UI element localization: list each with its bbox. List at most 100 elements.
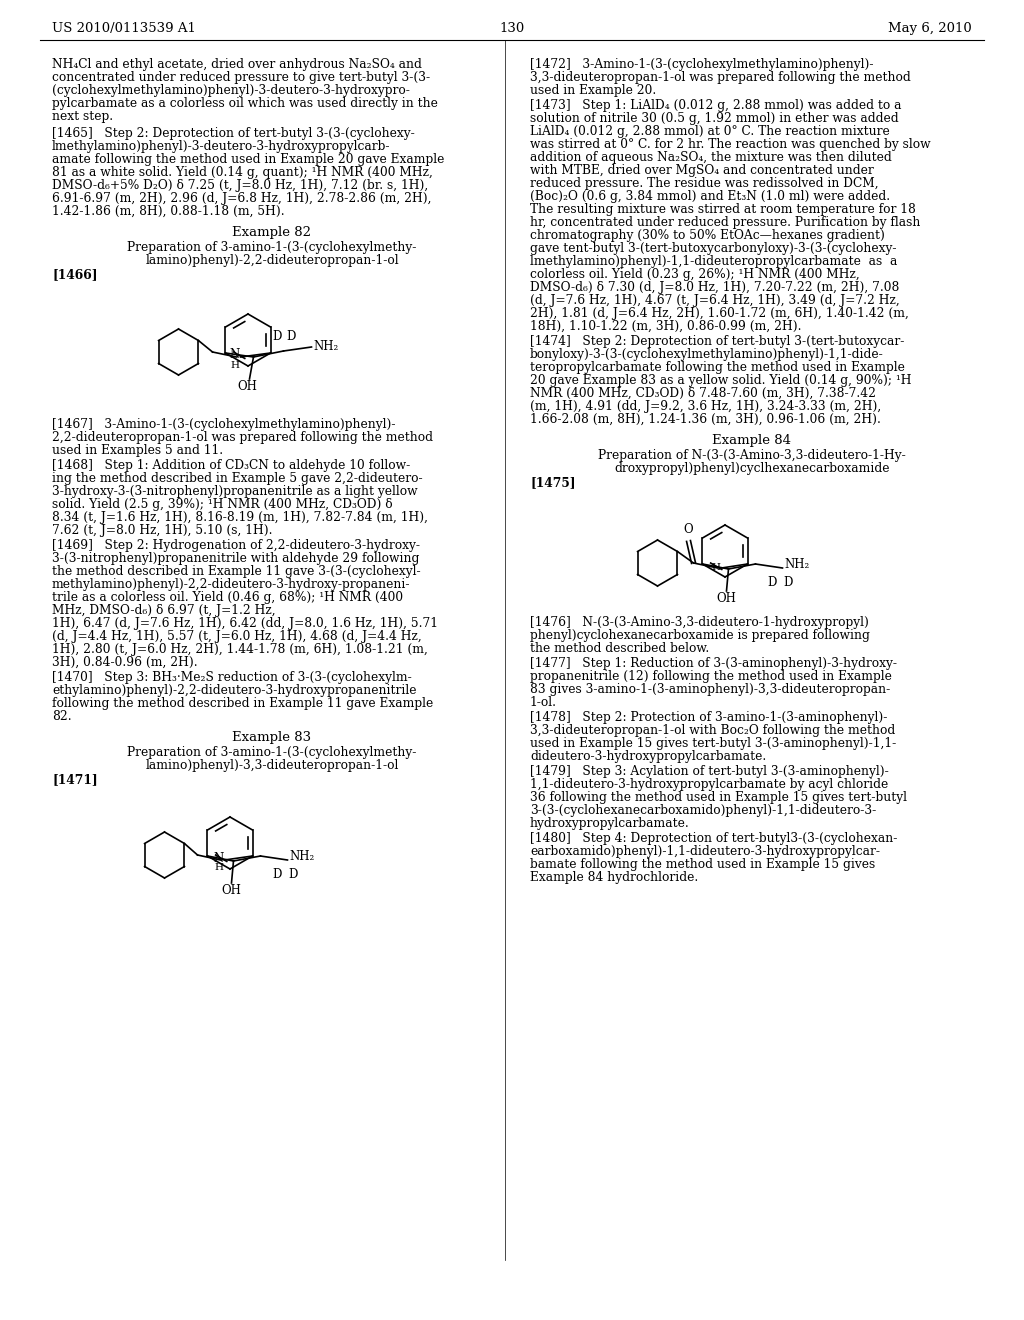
Text: (d, J=7.6 Hz, 1H), 4.67 (t, J=6.4 Hz, 1H), 3.49 (d, J=7.2 Hz,: (d, J=7.6 Hz, 1H), 4.67 (t, J=6.4 Hz, 1H… <box>530 294 900 308</box>
Text: the method described below.: the method described below. <box>530 642 710 655</box>
Text: Example 84: Example 84 <box>713 434 792 447</box>
Text: (Boc)₂O (0.6 g, 3.84 mmol) and Et₃N (1.0 ml) were added.: (Boc)₂O (0.6 g, 3.84 mmol) and Et₃N (1.0… <box>530 190 890 203</box>
Text: pylcarbamate as a colorless oil which was used directly in the: pylcarbamate as a colorless oil which wa… <box>52 96 438 110</box>
Text: Preparation of 3-amino-1-(3-(cyclohexylmethy-: Preparation of 3-amino-1-(3-(cyclohexylm… <box>127 242 417 253</box>
Text: 130: 130 <box>500 22 524 36</box>
Text: ing the method described in Example 5 gave 2,2-dideutero-: ing the method described in Example 5 ga… <box>52 473 423 484</box>
Text: D: D <box>272 867 283 880</box>
Text: lamino)phenyl)-3,3-dideuteropropan-1-ol: lamino)phenyl)-3,3-dideuteropropan-1-ol <box>145 759 398 772</box>
Text: dideutero-3-hydroxypropylcarbamate.: dideutero-3-hydroxypropylcarbamate. <box>530 750 766 763</box>
Text: [1477]   Step 1: Reduction of 3-(3-aminophenyl)-3-hydroxy-: [1477] Step 1: Reduction of 3-(3-aminoph… <box>530 657 897 671</box>
Text: following the method described in Example 11 gave Example: following the method described in Exampl… <box>52 697 433 710</box>
Text: phenyl)cyclohexanecarboxamide is prepared following: phenyl)cyclohexanecarboxamide is prepare… <box>530 630 869 642</box>
Text: US 2010/0113539 A1: US 2010/0113539 A1 <box>52 22 196 36</box>
Text: [1476]   N-(3-(3-Amino-3,3-dideutero-1-hydroxypropyl): [1476] N-(3-(3-Amino-3,3-dideutero-1-hyd… <box>530 616 869 630</box>
Text: 1.42-1.86 (m, 8H), 0.88-1.18 (m, 5H).: 1.42-1.86 (m, 8H), 0.88-1.18 (m, 5H). <box>52 205 285 218</box>
Text: D: D <box>289 867 298 880</box>
Text: 1,1-dideutero-3-hydroxypropylcarbamate by acyl chloride: 1,1-dideutero-3-hydroxypropylcarbamate b… <box>530 777 888 791</box>
Text: chromatography (30% to 50% EtOAc—hexanes gradient): chromatography (30% to 50% EtOAc—hexanes… <box>530 228 885 242</box>
Text: [1469]   Step 2: Hydrogenation of 2,2-dideutero-3-hydroxy-: [1469] Step 2: Hydrogenation of 2,2-dide… <box>52 539 420 552</box>
Text: 1.66-2.08 (m, 8H), 1.24-1.36 (m, 3H), 0.96-1.06 (m, 2H).: 1.66-2.08 (m, 8H), 1.24-1.36 (m, 3H), 0.… <box>530 413 881 426</box>
Text: bamate following the method used in Example 15 gives: bamate following the method used in Exam… <box>530 858 876 871</box>
Text: 82.: 82. <box>52 710 72 723</box>
Text: reduced pressure. The residue was redissolved in DCM,: reduced pressure. The residue was rediss… <box>530 177 879 190</box>
Text: 83 gives 3-amino-1-(3-aminophenyl)-3,3-dideuteropropan-: 83 gives 3-amino-1-(3-aminophenyl)-3,3-d… <box>530 682 890 696</box>
Text: Preparation of 3-amino-1-(3-(cyclohexylmethy-: Preparation of 3-amino-1-(3-(cyclohexylm… <box>127 746 417 759</box>
Text: NH₂: NH₂ <box>313 339 339 352</box>
Text: 3-hydroxy-3-(3-nitrophenyl)propanenitrile as a light yellow: 3-hydroxy-3-(3-nitrophenyl)propanenitril… <box>52 484 418 498</box>
Text: (d, J=4.4 Hz, 1H), 5.57 (t, J=6.0 Hz, 1H), 4.68 (d, J=4.4 Hz,: (d, J=4.4 Hz, 1H), 5.57 (t, J=6.0 Hz, 1H… <box>52 630 422 643</box>
Text: Example 82: Example 82 <box>232 226 311 239</box>
Text: 3H), 0.84-0.96 (m, 2H).: 3H), 0.84-0.96 (m, 2H). <box>52 656 198 669</box>
Text: with MTBE, dried over MgSO₄ and concentrated under: with MTBE, dried over MgSO₄ and concentr… <box>530 164 873 177</box>
Text: teropropylcarbamate following the method used in Example: teropropylcarbamate following the method… <box>530 360 905 374</box>
Text: Example 84 hydrochloride.: Example 84 hydrochloride. <box>530 871 698 884</box>
Text: used in Examples 5 and 11.: used in Examples 5 and 11. <box>52 444 223 457</box>
Text: 81 as a white solid. Yield (0.14 g, quant); ¹H NMR (400 MHz,: 81 as a white solid. Yield (0.14 g, quan… <box>52 166 433 180</box>
Text: OH: OH <box>238 380 257 392</box>
Text: [1474]   Step 2: Deprotection of tert-butyl 3-(tert-butoxycar-: [1474] Step 2: Deprotection of tert-buty… <box>530 335 904 348</box>
Text: lmethylamino)phenyl)-3-deutero-3-hydroxypropylcarb-: lmethylamino)phenyl)-3-deutero-3-hydroxy… <box>52 140 390 153</box>
Text: the method described in Example 11 gave 3-(3-(cyclohexyl-: the method described in Example 11 gave … <box>52 565 421 578</box>
Text: [1479]   Step 3: Acylation of tert-butyl 3-(3-aminophenyl)-: [1479] Step 3: Acylation of tert-butyl 3… <box>530 766 889 777</box>
Text: [1466]: [1466] <box>52 268 97 281</box>
Text: H: H <box>214 863 223 873</box>
Text: bonyloxy)-3-(3-(cyclohexylmethylamino)phenyl)-1,1-dide-: bonyloxy)-3-(3-(cyclohexylmethylamino)ph… <box>530 348 884 360</box>
Text: 1H), 6.47 (d, J=7.6 Hz, 1H), 6.42 (dd, J=8.0, 1.6 Hz, 1H), 5.71: 1H), 6.47 (d, J=7.6 Hz, 1H), 6.42 (dd, J… <box>52 616 438 630</box>
Text: [1471]: [1471] <box>52 774 97 785</box>
Text: [1467]   3-Amino-1-(3-(cyclohexylmethylamino)phenyl)-: [1467] 3-Amino-1-(3-(cyclohexylmethylami… <box>52 418 395 432</box>
Text: H: H <box>712 562 721 572</box>
Text: trile as a colorless oil. Yield (0.46 g, 68%); ¹H NMR (400: trile as a colorless oil. Yield (0.46 g,… <box>52 591 403 605</box>
Text: (m, 1H), 4.91 (dd, J=9.2, 3.6 Hz, 1H), 3.24-3.33 (m, 2H),: (m, 1H), 4.91 (dd, J=9.2, 3.6 Hz, 1H), 3… <box>530 400 882 413</box>
Text: D: D <box>768 576 777 589</box>
Text: D: D <box>272 330 283 343</box>
Text: NH₂: NH₂ <box>784 558 810 572</box>
Text: NMR (400 MHz, CD₃OD) δ 7.48-7.60 (m, 3H), 7.38-7.42: NMR (400 MHz, CD₃OD) δ 7.48-7.60 (m, 3H)… <box>530 387 876 400</box>
Text: [1480]   Step 4: Deprotection of tert-butyl3-(3-(cyclohexan-: [1480] Step 4: Deprotection of tert-buty… <box>530 832 897 845</box>
Text: solution of nitrile 30 (0.5 g, 1.92 mmol) in ether was added: solution of nitrile 30 (0.5 g, 1.92 mmol… <box>530 112 899 125</box>
Text: 3,3-dideuteropropan-1-ol was prepared following the method: 3,3-dideuteropropan-1-ol was prepared fo… <box>530 71 910 84</box>
Text: used in Example 15 gives tert-butyl 3-(3-aminophenyl)-1,1-: used in Example 15 gives tert-butyl 3-(3… <box>530 737 896 750</box>
Text: OH: OH <box>717 591 736 605</box>
Text: May 6, 2010: May 6, 2010 <box>888 22 972 36</box>
Text: lmethylamino)phenyl)-1,1-dideuteropropylcarbamate  as  a: lmethylamino)phenyl)-1,1-dideuteropropyl… <box>530 255 897 268</box>
Text: 8.34 (t, J=1.6 Hz, 1H), 8.16-8.19 (m, 1H), 7.82-7.84 (m, 1H),: 8.34 (t, J=1.6 Hz, 1H), 8.16-8.19 (m, 1H… <box>52 511 428 524</box>
Text: 3,3-dideuteropropan-1-ol with Boc₂O following the method: 3,3-dideuteropropan-1-ol with Boc₂O foll… <box>530 723 895 737</box>
Text: 2H), 1.81 (d, J=6.4 Hz, 2H), 1.60-1.72 (m, 6H), 1.40-1.42 (m,: 2H), 1.81 (d, J=6.4 Hz, 2H), 1.60-1.72 (… <box>530 308 909 319</box>
Text: 3-(3-(cyclohexanecarboxamido)phenyl)-1,1-dideutero-3-: 3-(3-(cyclohexanecarboxamido)phenyl)-1,1… <box>530 804 877 817</box>
Text: D: D <box>783 576 794 589</box>
Text: [1465]   Step 2: Deprotection of tert-butyl 3-(3-(cyclohexy-: [1465] Step 2: Deprotection of tert-buty… <box>52 127 415 140</box>
Text: [1468]   Step 1: Addition of CD₃CN to aldehyde 10 follow-: [1468] Step 1: Addition of CD₃CN to alde… <box>52 459 411 473</box>
Text: MHz, DMSO-d₆) δ 6.97 (t, J=1.2 Hz,: MHz, DMSO-d₆) δ 6.97 (t, J=1.2 Hz, <box>52 605 275 616</box>
Text: was stirred at 0° C. for 2 hr. The reaction was quenched by slow: was stirred at 0° C. for 2 hr. The react… <box>530 139 931 150</box>
Text: concentrated under reduced pressure to give tert-butyl 3-(3-: concentrated under reduced pressure to g… <box>52 71 430 84</box>
Text: D: D <box>287 330 296 343</box>
Text: 18H), 1.10-1.22 (m, 3H), 0.86-0.99 (m, 2H).: 18H), 1.10-1.22 (m, 3H), 0.86-0.99 (m, 2… <box>530 319 802 333</box>
Text: H: H <box>230 360 240 370</box>
Text: earboxamido)phenyl)-1,1-dideutero-3-hydroxypropylcar-: earboxamido)phenyl)-1,1-dideutero-3-hydr… <box>530 845 880 858</box>
Text: 1H), 2.80 (t, J=6.0 Hz, 2H), 1.44-1.78 (m, 6H), 1.08-1.21 (m,: 1H), 2.80 (t, J=6.0 Hz, 2H), 1.44-1.78 (… <box>52 643 428 656</box>
Text: 20 gave Example 83 as a yellow solid. Yield (0.14 g, 90%); ¹H: 20 gave Example 83 as a yellow solid. Yi… <box>530 374 911 387</box>
Text: methylamino)phenyl)-2,2-dideutero-3-hydroxy-propaneni-: methylamino)phenyl)-2,2-dideutero-3-hydr… <box>52 578 411 591</box>
Text: amate following the method used in Example 20 gave Example: amate following the method used in Examp… <box>52 153 444 166</box>
Text: LiAlD₄ (0.012 g, 2.88 mmol) at 0° C. The reaction mixture: LiAlD₄ (0.012 g, 2.88 mmol) at 0° C. The… <box>530 125 890 139</box>
Text: 1-ol.: 1-ol. <box>530 696 557 709</box>
Text: DMSO-d₆+5% D₂O) δ 7.25 (t, J=8.0 Hz, 1H), 7.12 (br. s, 1H),: DMSO-d₆+5% D₂O) δ 7.25 (t, J=8.0 Hz, 1H)… <box>52 180 428 191</box>
Text: Preparation of N-(3-(3-Amino-3,3-dideutero-1-Hy-: Preparation of N-(3-(3-Amino-3,3-dideute… <box>598 449 906 462</box>
Text: (cyclohexylmethylamino)phenyl)-3-deutero-3-hydroxypro-: (cyclohexylmethylamino)phenyl)-3-deutero… <box>52 84 410 96</box>
Text: [1470]   Step 3: BH₃·Me₂S reduction of 3-(3-(cyclohexylm-: [1470] Step 3: BH₃·Me₂S reduction of 3-(… <box>52 671 412 684</box>
Text: DMSO-d₆) δ 7.30 (d, J=8.0 Hz, 1H), 7.20-7.22 (m, 2H), 7.08: DMSO-d₆) δ 7.30 (d, J=8.0 Hz, 1H), 7.20-… <box>530 281 899 294</box>
Text: colorless oil. Yield (0.23 g, 26%); ¹H NMR (400 MHz,: colorless oil. Yield (0.23 g, 26%); ¹H N… <box>530 268 860 281</box>
Text: N: N <box>229 348 240 362</box>
Text: addition of aqueous Na₂SO₄, the mixture was then diluted: addition of aqueous Na₂SO₄, the mixture … <box>530 150 892 164</box>
Text: NH₄Cl and ethyl acetate, dried over anhydrous Na₂SO₄ and: NH₄Cl and ethyl acetate, dried over anhy… <box>52 58 422 71</box>
Text: OH: OH <box>221 883 242 896</box>
Text: lamino)phenyl)-2,2-dideuteropropan-1-ol: lamino)phenyl)-2,2-dideuteropropan-1-ol <box>145 253 398 267</box>
Text: Example 83: Example 83 <box>232 731 311 744</box>
Text: propanenitrile (12) following the method used in Example: propanenitrile (12) following the method… <box>530 671 892 682</box>
Text: NH₂: NH₂ <box>290 850 314 863</box>
Text: 7.62 (t, J=8.0 Hz, 1H), 5.10 (s, 1H).: 7.62 (t, J=8.0 Hz, 1H), 5.10 (s, 1H). <box>52 524 272 537</box>
Text: hydroxypropylcarbamate.: hydroxypropylcarbamate. <box>530 817 690 830</box>
Text: used in Example 20.: used in Example 20. <box>530 84 656 96</box>
Text: [1472]   3-Amino-1-(3-(cyclohexylmethylamino)phenyl)-: [1472] 3-Amino-1-(3-(cyclohexylmethylami… <box>530 58 873 71</box>
